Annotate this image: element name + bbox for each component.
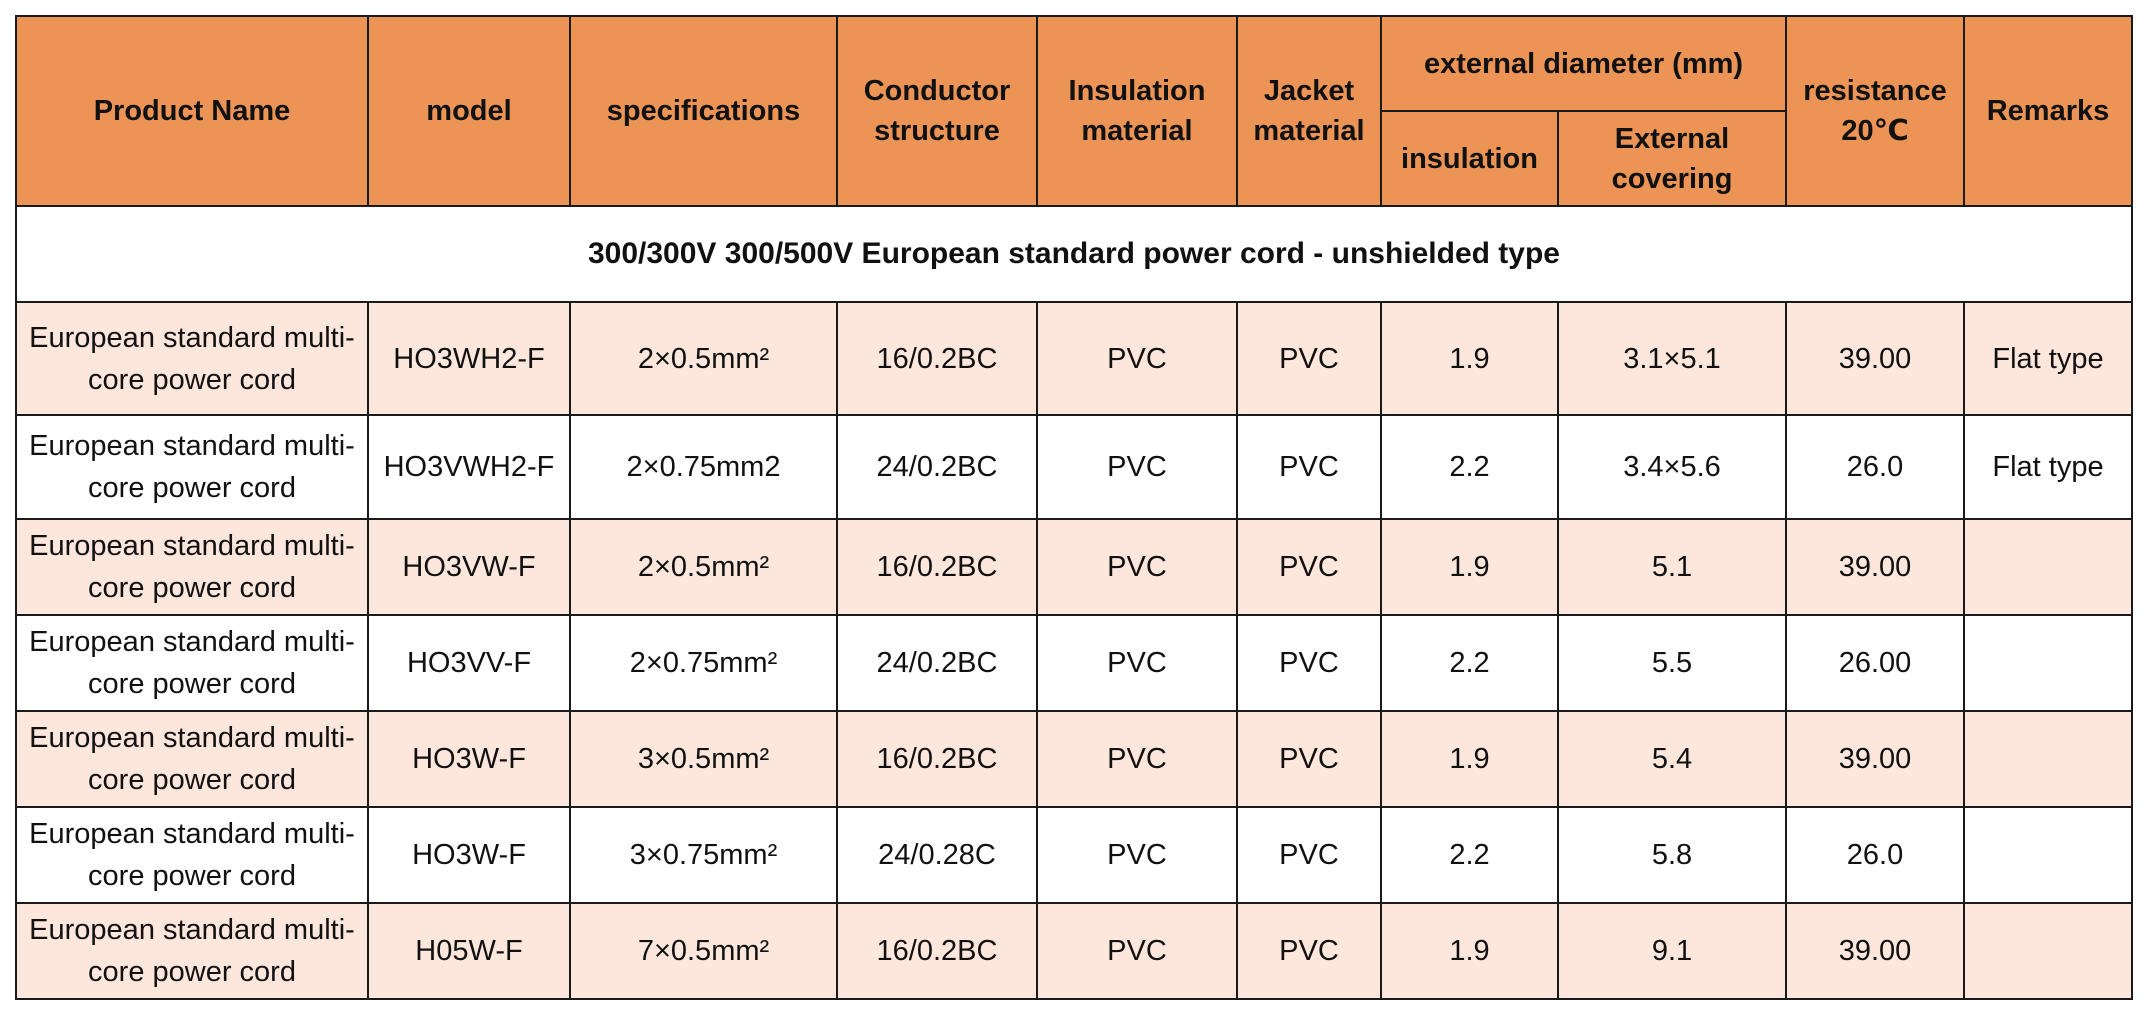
cell-jacket-material: PVC	[1236, 806, 1382, 904]
cell-remarks	[1963, 710, 2133, 808]
cell-jacket-material: PVC	[1236, 518, 1382, 616]
cell-external-covering-diameter: 5.4	[1557, 710, 1787, 808]
cell-jacket-material: PVC	[1236, 614, 1382, 712]
cell-model: HO3WH2-F	[367, 301, 571, 416]
cell-product-name: European standard multi-core power cord	[15, 710, 369, 808]
cell-external-covering-diameter: 5.1	[1557, 518, 1787, 616]
cell-resistance: 39.00	[1785, 902, 1965, 1000]
cell-product-name: European standard multi-core power cord	[15, 518, 369, 616]
header-row-2: insulation External covering	[16, 110, 2132, 207]
cell-remarks	[1963, 614, 2133, 712]
header-insulation-material: Insulation material	[1036, 15, 1238, 207]
cell-insulation-material: PVC	[1036, 614, 1238, 712]
cell-specifications: 3×0.5mm²	[569, 710, 838, 808]
cell-insulation-material: PVC	[1036, 902, 1238, 1000]
header-insulation: insulation	[1380, 110, 1559, 207]
cell-model: HO3VV-F	[367, 614, 571, 712]
cell-conductor-structure: 24/0.2BC	[836, 614, 1038, 712]
cell-conductor-structure: 24/0.28C	[836, 806, 1038, 904]
cell-remarks: Flat type	[1963, 414, 2133, 520]
cell-product-name: European standard multi-core power cord	[15, 614, 369, 712]
cell-specifications: 2×0.5mm²	[569, 518, 838, 616]
cell-jacket-material: PVC	[1236, 414, 1382, 520]
cell-model: HO3W-F	[367, 710, 571, 808]
header-jacket-material: Jacket material	[1236, 15, 1382, 207]
cell-external-covering-diameter: 5.8	[1557, 806, 1787, 904]
table-row: European standard multi-core power cord H…	[15, 806, 2133, 904]
cell-insulation-diameter: 1.9	[1380, 301, 1559, 416]
header-conductor-structure: Conductor structure	[836, 15, 1038, 207]
cell-external-covering-diameter: 3.1×5.1	[1557, 301, 1787, 416]
table-row: European standard multi-core power cord H…	[15, 902, 2133, 1000]
cell-conductor-structure: 24/0.2BC	[836, 414, 1038, 520]
cell-product-name: European standard multi-core power cord	[15, 806, 369, 904]
cell-model: H05W-F	[367, 902, 571, 1000]
header-row-1: Product Name model specifications Conduc…	[15, 15, 2133, 207]
table-row: European standard multi-core power cord H…	[15, 301, 2133, 416]
table-row: European standard multi-core power cord H…	[15, 518, 2133, 616]
header-external-covering: External covering	[1557, 110, 1787, 207]
cable-spec-table: Product Name model specifications Conduc…	[15, 15, 2133, 1000]
cell-insulation-diameter: 2.2	[1380, 614, 1559, 712]
cell-model: HO3VW-F	[367, 518, 571, 616]
cell-remarks	[1963, 806, 2133, 904]
cell-remarks	[1963, 902, 2133, 1000]
cell-insulation-material: PVC	[1036, 710, 1238, 808]
cell-specifications: 2×0.75mm²	[569, 614, 838, 712]
cell-product-name: European standard multi-core power cord	[15, 414, 369, 520]
header-resistance: resistance 20℃	[1785, 15, 1965, 207]
table-row: European standard multi-core power cord H…	[15, 414, 2133, 520]
cell-resistance: 26.00	[1785, 614, 1965, 712]
cell-product-name: European standard multi-core power cord	[15, 902, 369, 1000]
cell-resistance: 26.0	[1785, 806, 1965, 904]
spec-table-container: Product Name model specifications Conduc…	[15, 15, 2133, 1000]
cell-insulation-diameter: 1.9	[1380, 902, 1559, 1000]
header-model: model	[367, 15, 571, 207]
cell-jacket-material: PVC	[1236, 301, 1382, 416]
table-row: European standard multi-core power cord H…	[15, 614, 2133, 712]
cell-external-covering-diameter: 5.5	[1557, 614, 1787, 712]
cell-insulation-diameter: 2.2	[1380, 806, 1559, 904]
header-product-name: Product Name	[15, 15, 369, 207]
cell-insulation-diameter: 1.9	[1380, 710, 1559, 808]
cell-insulation-material: PVC	[1036, 414, 1238, 520]
cell-jacket-material: PVC	[1236, 902, 1382, 1000]
cell-resistance: 26.0	[1785, 414, 1965, 520]
cell-specifications: 3×0.75mm²	[569, 806, 838, 904]
cell-model: HO3W-F	[367, 806, 571, 904]
cell-external-covering-diameter: 9.1	[1557, 902, 1787, 1000]
cell-conductor-structure: 16/0.2BC	[836, 902, 1038, 1000]
cell-remarks	[1963, 518, 2133, 616]
section-title: 300/300V 300/500V European standard powe…	[15, 205, 2133, 303]
cell-resistance: 39.00	[1785, 710, 1965, 808]
cell-insulation-material: PVC	[1036, 301, 1238, 416]
cell-specifications: 2×0.5mm²	[569, 301, 838, 416]
cell-insulation-material: PVC	[1036, 806, 1238, 904]
header-external-diameter: external diameter (mm)	[1380, 15, 1787, 112]
cell-external-covering-diameter: 3.4×5.6	[1557, 414, 1787, 520]
cell-insulation-diameter: 1.9	[1380, 518, 1559, 616]
cell-jacket-material: PVC	[1236, 710, 1382, 808]
cell-resistance: 39.00	[1785, 301, 1965, 416]
section-title-row: 300/300V 300/500V European standard powe…	[15, 205, 2133, 303]
header-specifications: specifications	[569, 15, 838, 207]
cell-conductor-structure: 16/0.2BC	[836, 710, 1038, 808]
cell-specifications: 2×0.75mm2	[569, 414, 838, 520]
cell-model: HO3VWH2-F	[367, 414, 571, 520]
cell-insulation-diameter: 2.2	[1380, 414, 1559, 520]
header-remarks: Remarks	[1963, 15, 2133, 207]
cell-product-name: European standard multi-core power cord	[15, 301, 369, 416]
table-row: European standard multi-core power cord H…	[15, 710, 2133, 808]
cell-conductor-structure: 16/0.2BC	[836, 518, 1038, 616]
cell-resistance: 39.00	[1785, 518, 1965, 616]
cell-remarks: Flat type	[1963, 301, 2133, 416]
cell-specifications: 7×0.5mm²	[569, 902, 838, 1000]
cell-conductor-structure: 16/0.2BC	[836, 301, 1038, 416]
cell-insulation-material: PVC	[1036, 518, 1238, 616]
